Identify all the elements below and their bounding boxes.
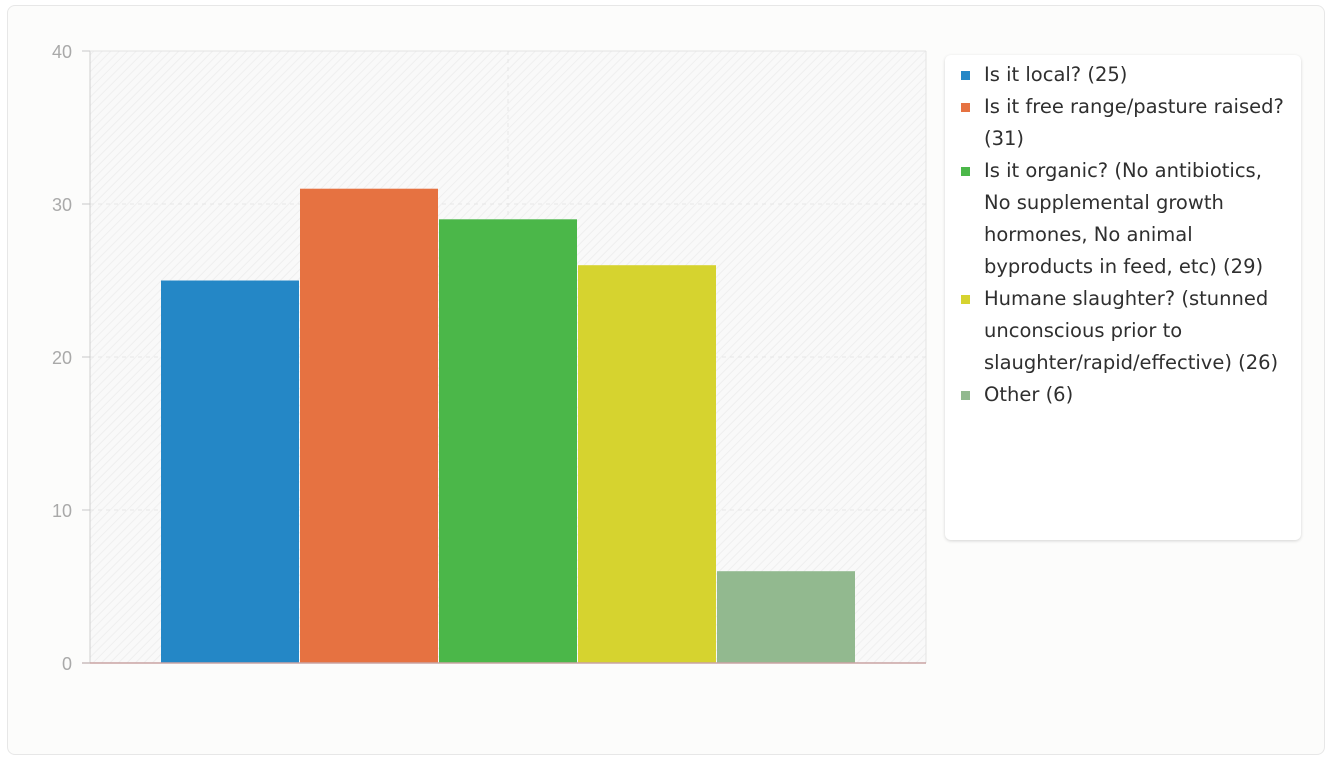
y-tick-label-20: 20 — [52, 348, 72, 368]
legend-item-5: Other (6) — [959, 379, 1291, 411]
legend-item-2: Is it free range/pasture raised? (31) — [959, 91, 1291, 155]
y-tick-label-40: 40 — [52, 42, 72, 62]
bar-2 — [300, 188, 438, 663]
legend-swatch-3 — [961, 167, 970, 176]
legend-label-2: Is it free range/pasture raised? (31) — [984, 95, 1284, 150]
y-tick-label-30: 30 — [52, 195, 72, 215]
legend-label-1: Is it local? (25) — [984, 63, 1128, 86]
bar-4 — [578, 265, 716, 663]
legend-swatch-5 — [961, 391, 970, 400]
y-tick-label-10: 10 — [52, 501, 72, 521]
legend-item-4: Humane slaughter? (stunned unconscious p… — [959, 283, 1291, 379]
bar-5 — [717, 571, 855, 663]
y-tick-label-0: 0 — [62, 654, 72, 674]
legend-label-3: Is it organic? (No antibiotics, No suppl… — [984, 159, 1264, 278]
y-tick-labels: 0 10 20 30 40 — [52, 42, 72, 674]
legend-item-1: Is it local? (25) — [959, 59, 1291, 91]
bars-group — [161, 188, 855, 664]
bar-3 — [439, 219, 577, 664]
legend-label-5: Other (6) — [984, 383, 1074, 406]
legend-swatch-4 — [961, 295, 970, 304]
legend-swatch-2 — [961, 103, 970, 112]
legend-label-4: Humane slaughter? (stunned unconscious p… — [984, 287, 1279, 374]
legend: Is it local? (25) Is it free range/pastur… — [945, 55, 1301, 540]
axes-group — [82, 50, 927, 664]
bar-1 — [161, 280, 299, 663]
legend-item-3: Is it organic? (No antibiotics, No suppl… — [959, 155, 1291, 283]
legend-swatch-1 — [961, 71, 970, 80]
